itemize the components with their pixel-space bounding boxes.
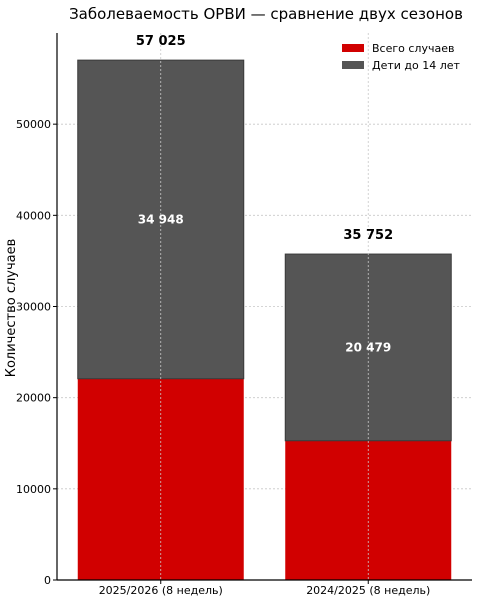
- y-tick-label: 40000: [16, 209, 51, 222]
- bar-total-label: 57 025: [136, 34, 186, 49]
- x-grid-lines: [160, 33, 369, 580]
- segment-value-label: 34 948: [138, 212, 184, 226]
- segment-value-label: 20 479: [345, 340, 391, 354]
- legend-swatch: [342, 44, 364, 52]
- y-tick-label: 30000: [16, 301, 51, 314]
- y-tick-label: 20000: [16, 392, 51, 405]
- chart-title: Заболеваемость ОРВИ — сравнение двух сез…: [69, 5, 463, 23]
- legend-label: Всего случаев: [372, 42, 454, 55]
- data-labels: 57 025 34 948 35 752 20 479: [136, 34, 393, 354]
- bars: [77, 59, 452, 580]
- y-tick-label: 10000: [16, 483, 51, 496]
- axes: 0 10000 20000 30000 40000 50000 2025/2026 (8 н…: [16, 33, 472, 597]
- legend-label: Дети до 14 лет: [372, 59, 461, 72]
- legend-swatch: [342, 61, 364, 69]
- x-tick-label: 2024/2025 (8 недель): [306, 584, 430, 597]
- y-tick-label: 50000: [16, 118, 51, 131]
- y-tick-label: 0: [44, 574, 51, 587]
- bar-total-label: 35 752: [343, 228, 393, 243]
- x-tick-label: 2025/2026 (8 недель): [99, 584, 223, 597]
- y-axis-label: Количество случаев: [4, 239, 19, 378]
- legend: Всего случаев Дети до 14 лет: [342, 42, 461, 72]
